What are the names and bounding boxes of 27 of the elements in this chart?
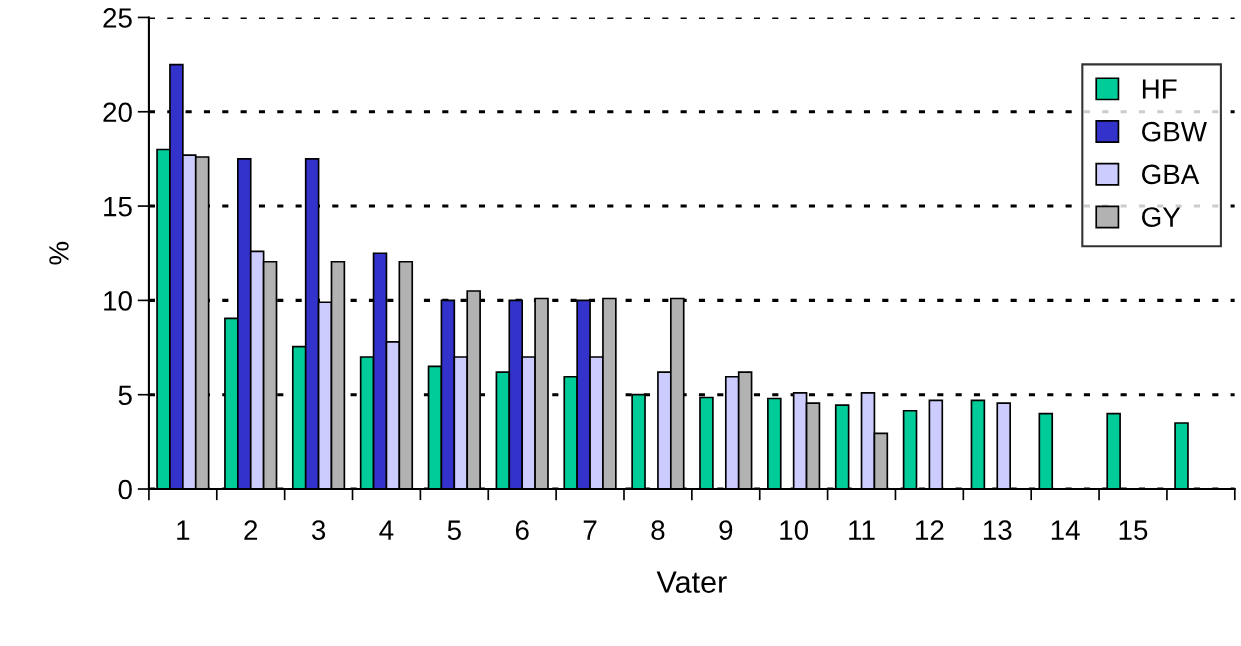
legend-label: GBW bbox=[1142, 121, 1207, 142]
x-tick-label: 6 bbox=[515, 520, 529, 540]
x-tick-label: 13 bbox=[983, 520, 1012, 540]
x-tick-label: 3 bbox=[311, 520, 326, 540]
x-tick-label: 2 bbox=[244, 520, 258, 540]
x-tick-label: 4 bbox=[379, 520, 394, 540]
y-tick-label: 25 bbox=[103, 8, 132, 28]
legend-label: GY bbox=[1142, 207, 1181, 227]
x-tick-label: 12 bbox=[916, 520, 944, 540]
y-tick-label: 20 bbox=[103, 102, 132, 123]
legend-label: GBA bbox=[1142, 164, 1200, 185]
legend-label: HF bbox=[1142, 79, 1177, 99]
x-tick-label: 1 bbox=[177, 520, 190, 540]
x-tick-label: 10 bbox=[780, 520, 809, 540]
x-tick-label: 14 bbox=[1051, 520, 1080, 540]
x-tick-label: 8 bbox=[651, 520, 665, 540]
y-axis-title: % bbox=[49, 241, 69, 265]
x-tick-label: 11 bbox=[849, 520, 875, 540]
x-tick-label: 7 bbox=[583, 520, 597, 540]
x-tick-label: 5 bbox=[447, 520, 461, 540]
y-tick-label: 5 bbox=[118, 385, 132, 406]
x-axis-title: Vater bbox=[656, 571, 727, 593]
y-tick-label: 0 bbox=[118, 479, 132, 500]
x-tick-label: 15 bbox=[1119, 520, 1148, 540]
y-tick-label: 10 bbox=[104, 291, 132, 311]
y-tick-label: 15 bbox=[104, 197, 132, 217]
x-tick-label: 9 bbox=[719, 520, 733, 540]
